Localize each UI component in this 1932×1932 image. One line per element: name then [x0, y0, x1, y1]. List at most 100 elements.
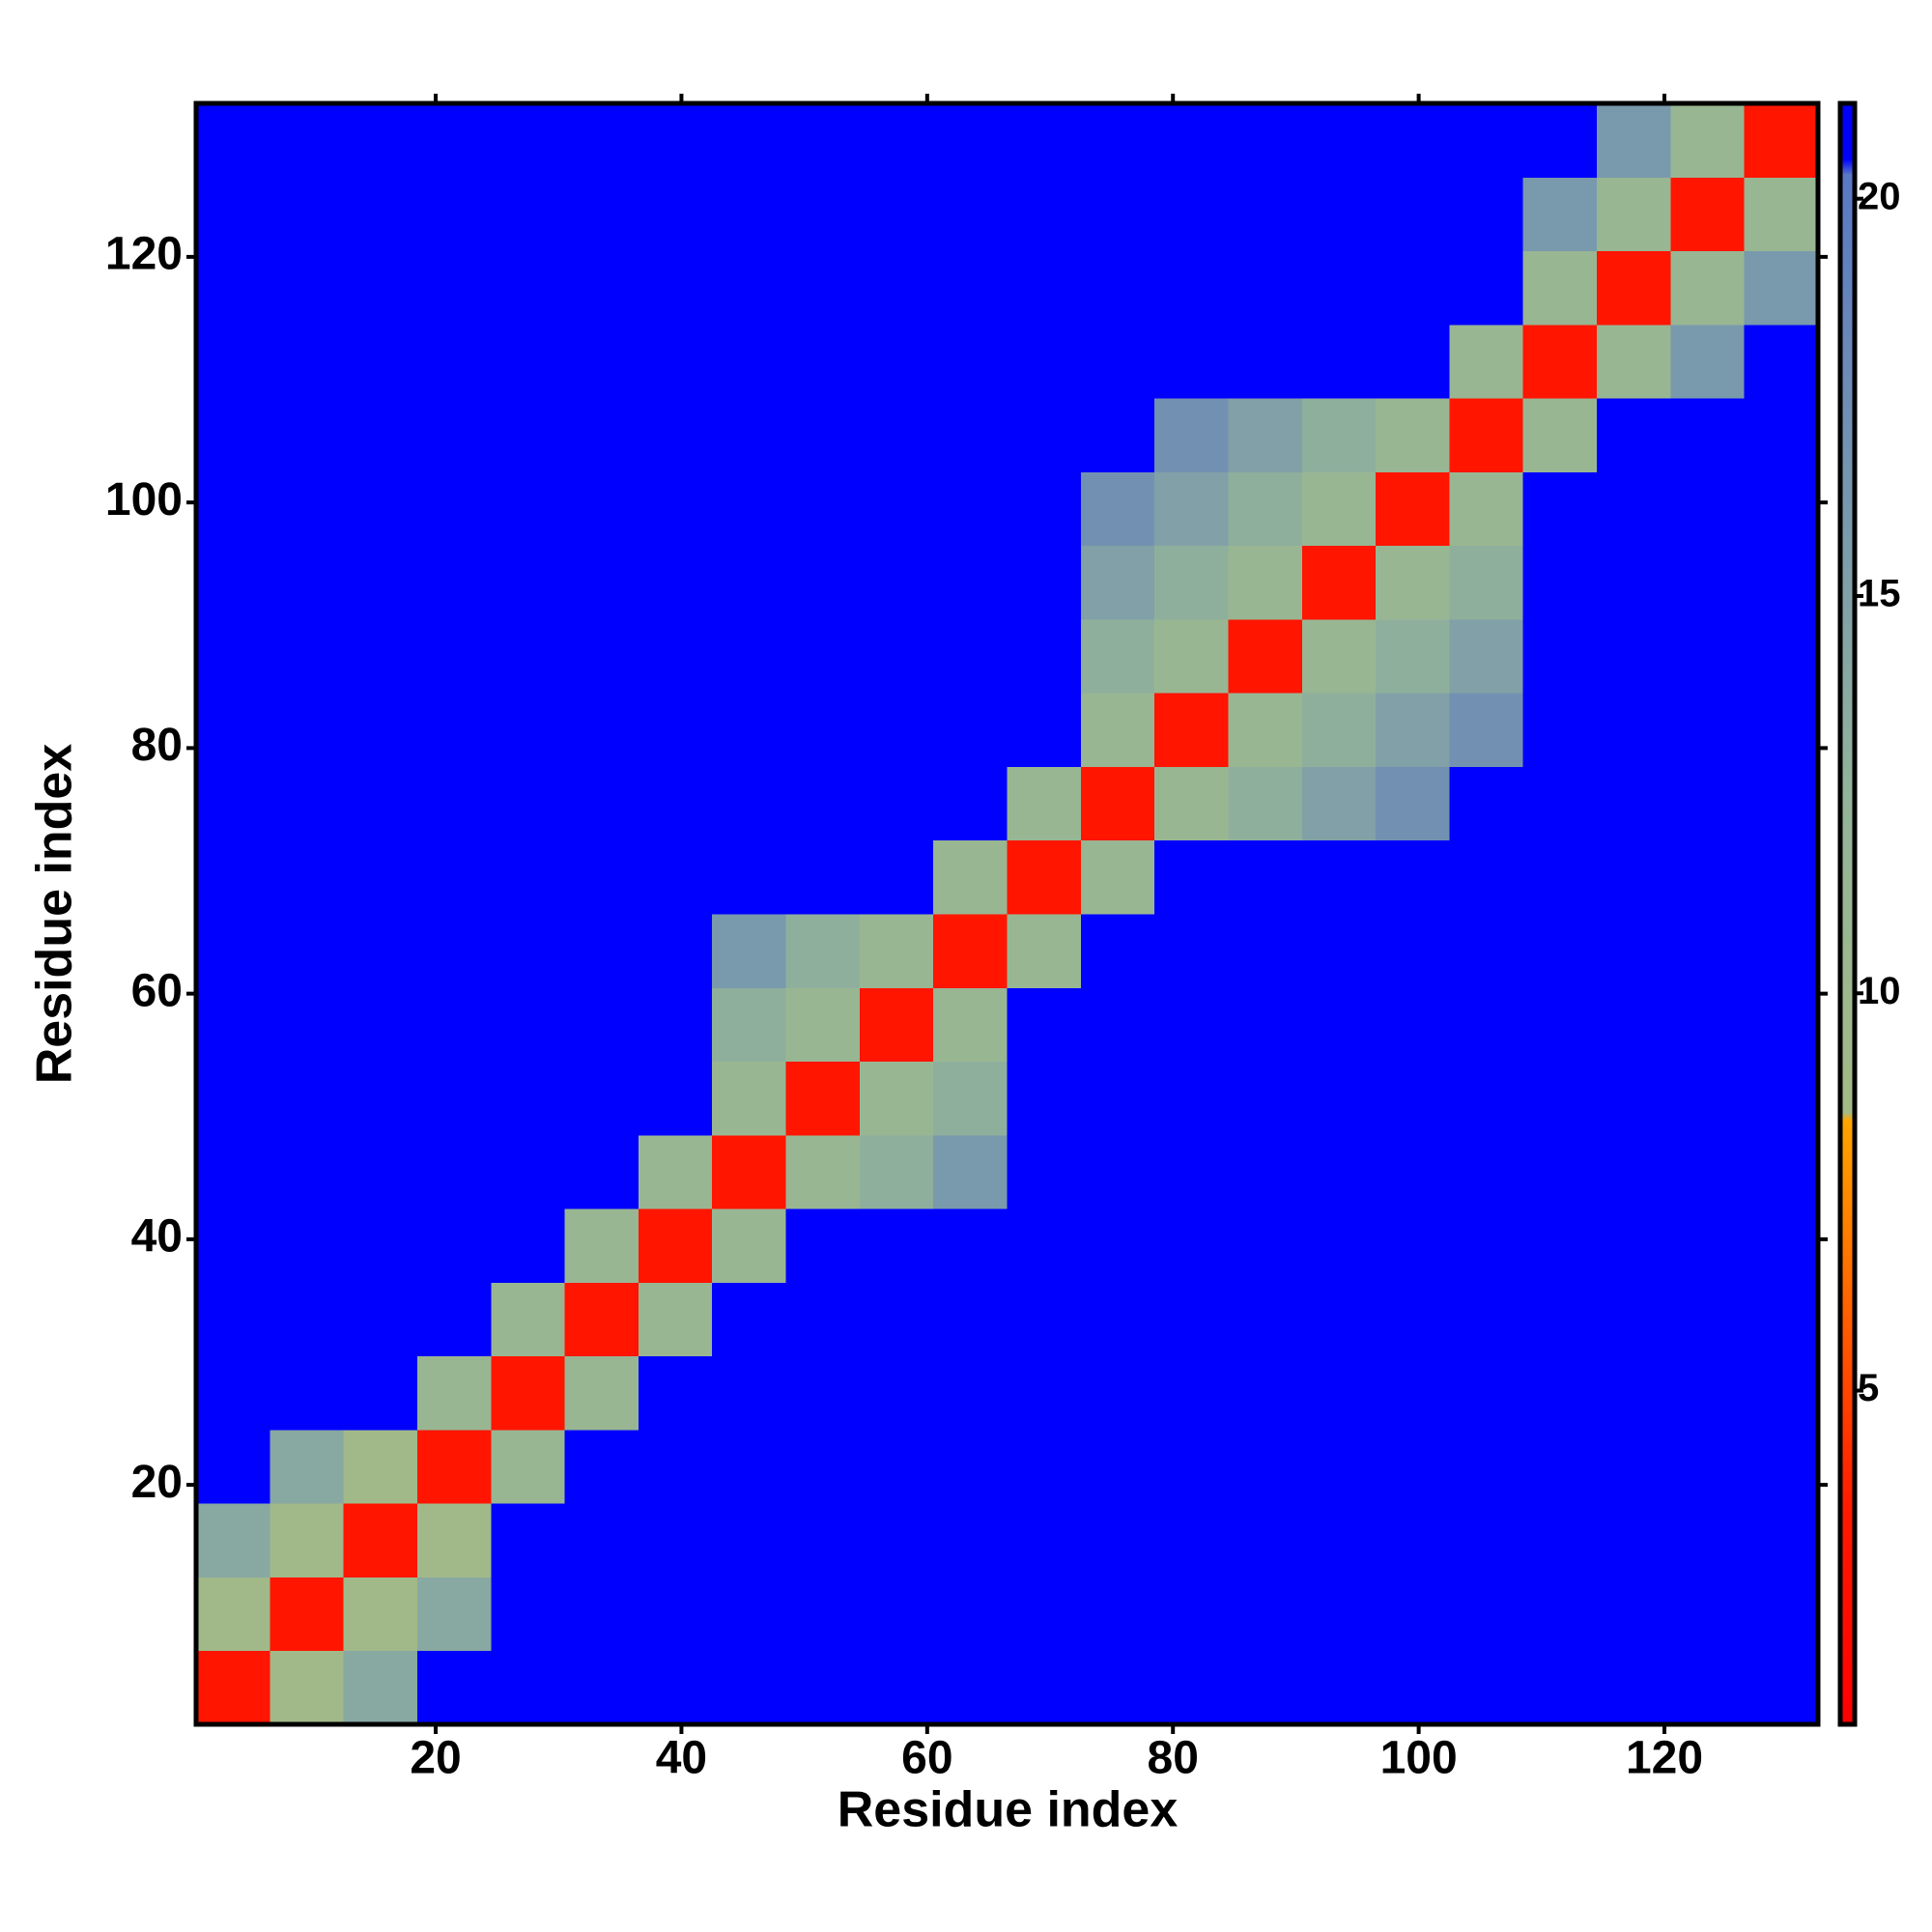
heatmap-cell — [1301, 1650, 1377, 1725]
heatmap-cell — [933, 987, 1008, 1063]
heatmap-cell — [196, 914, 270, 988]
heatmap-cell — [564, 177, 639, 252]
heatmap-cell — [1744, 103, 1819, 178]
heatmap-cell — [1301, 987, 1377, 1063]
heatmap-cell — [270, 103, 345, 178]
heatmap-cell — [638, 1503, 713, 1577]
heatmap-cell — [1007, 250, 1082, 326]
heatmap-cell — [270, 1650, 345, 1725]
heatmap-cell — [270, 1061, 345, 1136]
heatmap-cell — [1154, 618, 1229, 694]
heatmap-cell — [1670, 987, 1746, 1063]
heatmap-cell — [1376, 1134, 1450, 1209]
heatmap-cell — [1670, 471, 1746, 547]
heatmap-cell — [1007, 1355, 1082, 1431]
heatmap-cell — [712, 766, 787, 841]
heatmap-cell — [196, 1577, 270, 1652]
heatmap-cell — [1080, 177, 1155, 252]
heatmap-cell — [1744, 1282, 1819, 1357]
heatmap-cell — [1228, 839, 1303, 915]
heatmap-cell — [933, 103, 1008, 178]
heatmap-cell — [1376, 987, 1450, 1063]
heatmap-cell — [1449, 398, 1524, 472]
heatmap-cell — [1376, 1061, 1450, 1136]
heatmap-cell — [196, 1208, 270, 1283]
heatmap-cell — [1376, 1208, 1450, 1283]
heatmap-cell — [1154, 177, 1229, 252]
heatmap-cell — [859, 103, 934, 178]
heatmap-cell — [785, 1503, 861, 1577]
heatmap-cell — [1522, 693, 1598, 767]
heatmap-cell — [1376, 177, 1450, 252]
heatmap-cell — [933, 1503, 1008, 1577]
heatmap-cell — [712, 1503, 787, 1577]
heatmap-cell — [859, 839, 934, 915]
heatmap-cell — [1301, 1134, 1377, 1209]
heatmap-cell — [1449, 1355, 1524, 1431]
heatmap-cell — [1670, 177, 1746, 252]
heatmap-cell — [1228, 1061, 1303, 1136]
heatmap-cell — [416, 1577, 492, 1652]
heatmap-cell — [1228, 1650, 1303, 1725]
heatmap-cell — [1154, 1503, 1229, 1577]
heatmap-cell — [1597, 398, 1671, 472]
heatmap-cell — [1597, 914, 1671, 988]
heatmap-cell — [1080, 471, 1155, 547]
heatmap-cell — [1449, 1282, 1524, 1357]
heatmap-cell — [491, 1429, 566, 1504]
heatmap-cell — [416, 1134, 492, 1209]
heatmap-cell — [1080, 1503, 1155, 1577]
heatmap-cell — [196, 1134, 270, 1209]
heatmap-cell — [712, 545, 787, 620]
heatmap-cell — [1449, 545, 1524, 620]
heatmap-cell — [1007, 766, 1082, 841]
heatmap-cell — [491, 1282, 566, 1357]
heatmap-cell — [343, 914, 418, 988]
heatmap-cell — [343, 471, 418, 547]
colorbar-tick-label: 5 — [1858, 1367, 1879, 1409]
heatmap-cell — [1744, 1650, 1819, 1725]
heatmap-cell — [416, 398, 492, 472]
heatmap-cell — [1301, 1282, 1377, 1357]
heatmap-cell — [859, 545, 934, 620]
heatmap-cell — [785, 914, 861, 988]
heatmap-cell — [270, 1282, 345, 1357]
heatmap-cell — [785, 1282, 861, 1357]
heatmap-cell — [785, 766, 861, 841]
heatmap-cell — [1522, 398, 1598, 472]
heatmap-cell — [564, 1282, 639, 1357]
heatmap-cell — [1522, 1208, 1598, 1283]
heatmap-cell — [491, 839, 566, 915]
heatmap-cell — [785, 1061, 861, 1136]
heatmap-cell — [1080, 1577, 1155, 1652]
heatmap-cell — [1597, 693, 1671, 767]
heatmap-cell — [1154, 398, 1229, 472]
heatmap-cell — [1301, 914, 1377, 988]
heatmap-cell — [1744, 1503, 1819, 1577]
heatmap-cell — [859, 1282, 934, 1357]
heatmap-cell — [1376, 618, 1450, 694]
heatmap-cell — [1301, 103, 1377, 178]
heatmap-cell — [859, 1429, 934, 1504]
heatmap-cell — [1007, 1429, 1082, 1504]
heatmap-cell — [1080, 1208, 1155, 1283]
heatmap-cell — [564, 250, 639, 326]
heatmap-cell — [1007, 324, 1082, 399]
heatmap-cell — [859, 398, 934, 472]
heatmap-cell — [343, 398, 418, 472]
heatmap-cell — [270, 618, 345, 694]
heatmap-cell — [416, 987, 492, 1063]
heatmap-cell — [1154, 1650, 1229, 1725]
x-tick-label: 120 — [1626, 1733, 1703, 1784]
heatmap-cell — [491, 1355, 566, 1431]
heatmap-cell — [416, 1503, 492, 1577]
heatmap-cell — [1744, 250, 1819, 326]
heatmap-cell — [1228, 618, 1303, 694]
heatmap-cell — [1301, 693, 1377, 767]
heatmap-cell — [343, 103, 418, 178]
heatmap-cell — [196, 766, 270, 841]
heatmap-cell — [1154, 1355, 1229, 1431]
heatmap-cell — [270, 1355, 345, 1431]
heatmap-cell — [416, 177, 492, 252]
heatmap-cell — [416, 839, 492, 915]
